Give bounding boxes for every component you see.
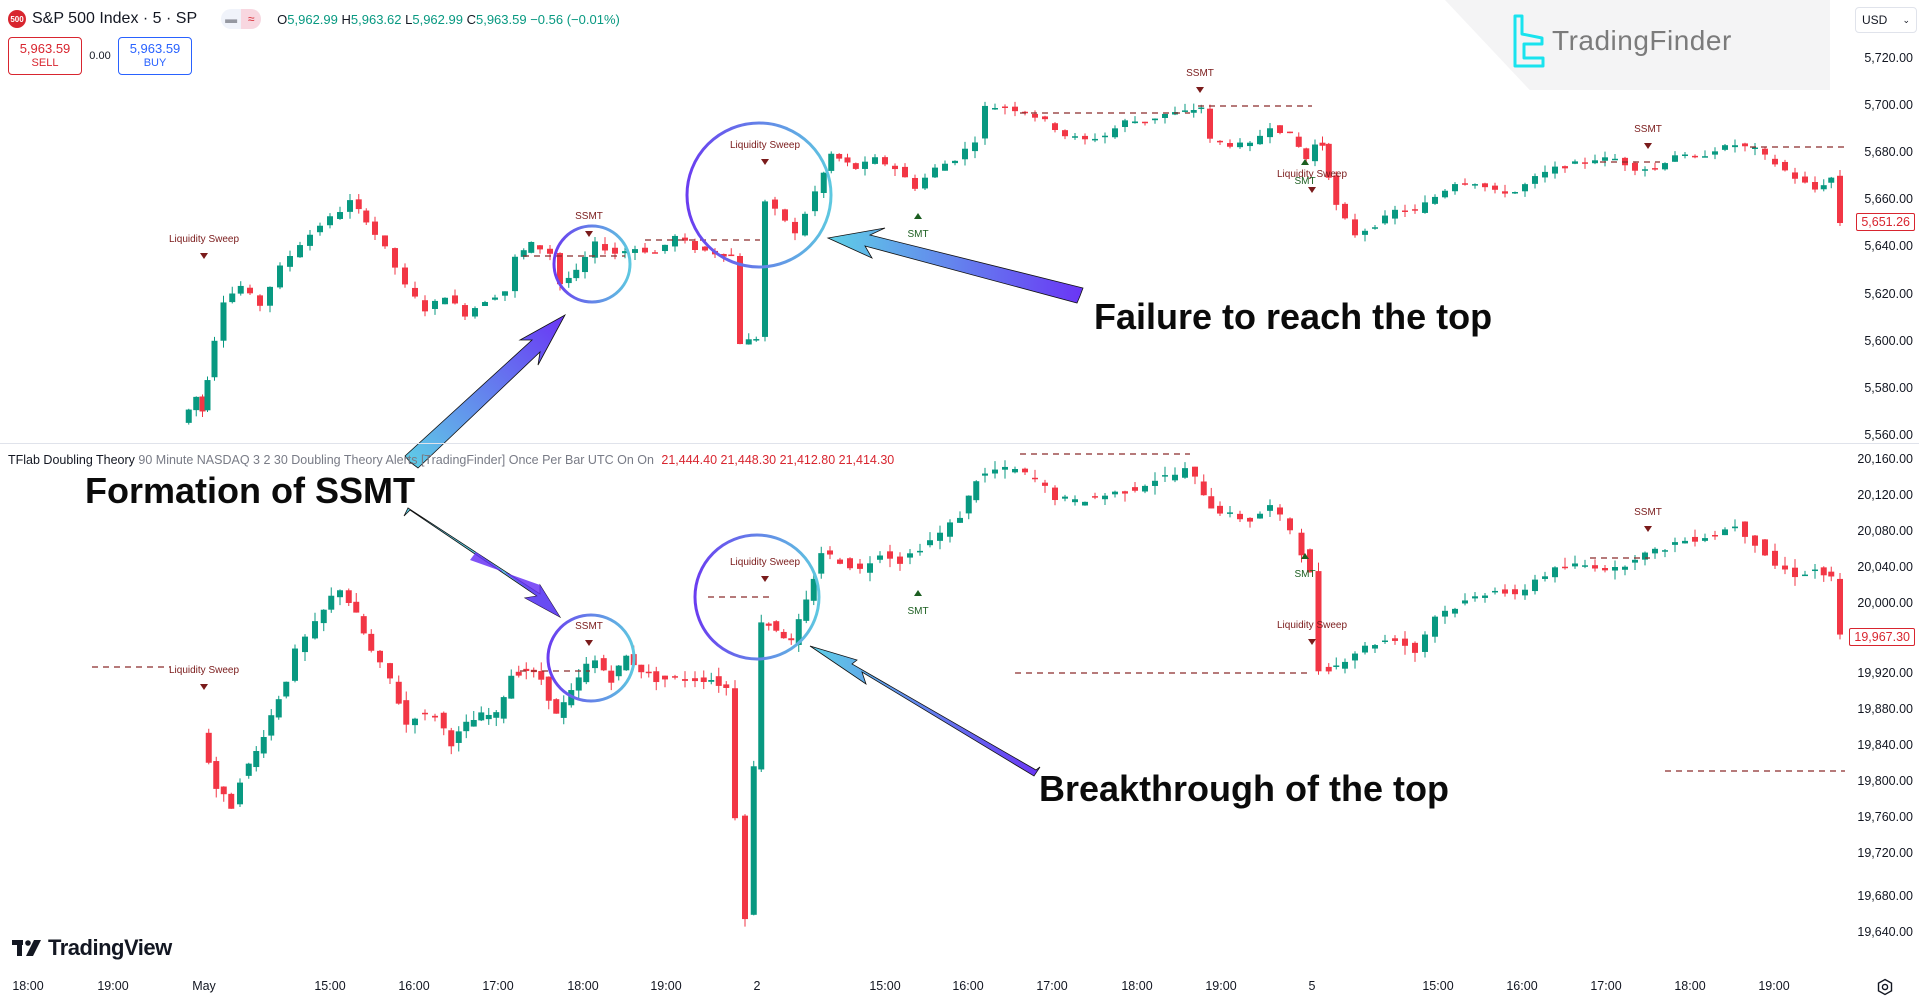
ohlc-values: O5,962.99 H5,963.62 L5,962.99 C5,963.59 … — [277, 11, 620, 27]
signal-ssmt: SSMT — [1634, 507, 1662, 518]
axis-label: 20,160.00 — [1857, 452, 1913, 466]
time-label: 18:00 — [12, 979, 44, 993]
axis-label: 19,800.00 — [1857, 774, 1913, 788]
signal-smt: SMT — [907, 229, 929, 240]
time-label: 18:00 — [1121, 979, 1153, 993]
visibility-toggle[interactable]: ▬ ≈ — [221, 9, 262, 29]
time-label: 15:00 — [314, 979, 346, 993]
arrow-failure-icon — [826, 227, 1084, 304]
last-price-tag-top: 5,651.26 — [1856, 213, 1915, 231]
axis-label: 19,920.00 — [1857, 666, 1913, 680]
axis-label: 5,560.00 — [1864, 428, 1913, 442]
sell-button[interactable]: 5,963.59 SELL — [8, 37, 82, 75]
axis-label: 5,580.00 — [1864, 381, 1913, 395]
signal-liquidity-sweep: Liquidity Sweep — [1276, 620, 1348, 631]
signal-ssmt: SSMT — [575, 621, 603, 632]
time-label: 16:00 — [1506, 979, 1538, 993]
arrow-formation-up-icon — [404, 313, 567, 469]
bottom-level-lines — [92, 453, 1845, 772]
ssmt-circle-top — [552, 224, 632, 304]
time-label: May — [192, 979, 216, 993]
tradingview-icon — [12, 940, 41, 956]
signal-ssmt: SSMT — [575, 211, 603, 222]
signal-ssmt: SSMT — [1634, 124, 1662, 135]
axis-label: 5,680.00 — [1864, 145, 1913, 159]
axis-label: 5,640.00 — [1864, 239, 1913, 253]
buy-button[interactable]: 5,963.59 BUY — [118, 37, 192, 75]
time-label: 17:00 — [1590, 979, 1622, 993]
time-label: 18:00 — [567, 979, 599, 993]
currency-select[interactable]: USD ⌄ — [1855, 7, 1917, 33]
axis-label: 5,700.00 — [1864, 98, 1913, 112]
axis-label: 5,660.00 — [1864, 192, 1913, 206]
collapse-icon[interactable]: ▬ — [225, 12, 238, 26]
callout-failure: Failure to reach the top — [1094, 296, 1493, 337]
time-label: 5 — [1308, 979, 1316, 993]
top-pane-candles — [185, 101, 1843, 425]
axis-label: 5,620.00 — [1864, 287, 1913, 301]
axis-label: 19,640.00 — [1857, 925, 1913, 939]
signal-smt: SMT — [1294, 569, 1316, 580]
time-label: 19:00 — [1758, 979, 1790, 993]
axis-label: 19,880.00 — [1857, 702, 1913, 716]
time-label: 2 — [753, 979, 761, 993]
time-label: 19:00 — [1205, 979, 1237, 993]
axis-label: 20,000.00 — [1857, 596, 1913, 610]
arrow-formation-down-icon — [403, 507, 562, 619]
axis-label: 19,680.00 — [1857, 889, 1913, 903]
axis-label: 19,720.00 — [1857, 846, 1913, 860]
time-label: 18:00 — [1674, 979, 1706, 993]
axis-label: 19,840.00 — [1857, 738, 1913, 752]
time-label: 15:00 — [1422, 979, 1454, 993]
settings-icon[interactable] — [1876, 978, 1894, 996]
signal-markers — [200, 87, 1652, 690]
tradingfinder-icon — [1513, 14, 1545, 68]
liquidity-sweep-circle-top — [685, 121, 833, 269]
axis-label: 5,600.00 — [1864, 334, 1913, 348]
signal-liquidity-sweep: Liquidity Sweep — [729, 140, 801, 151]
axis-label: 20,040.00 — [1857, 560, 1913, 574]
signal-liquidity-sweep: Liquidity Sweep — [168, 665, 240, 676]
trade-buttons: 5,963.59 SELL 0.00 5,963.59 BUY — [8, 37, 192, 75]
time-label: 19:00 — [97, 979, 129, 993]
symbol-title[interactable]: S&P 500 Index · 5 · SP — [32, 10, 198, 27]
pane-divider[interactable] — [0, 443, 1919, 444]
symbol-legend: 500 S&P 500 Index · 5 · SP ▬ ≈ O5,962.99… — [8, 9, 620, 29]
signal-liquidity-sweep: Liquidity Sweep — [1276, 169, 1348, 180]
axis-label: 20,120.00 — [1857, 488, 1913, 502]
time-label: 16:00 — [398, 979, 430, 993]
chevron-down-icon: ⌄ — [1902, 14, 1910, 25]
time-label: 17:00 — [1036, 979, 1068, 993]
axis-label: 19,760.00 — [1857, 810, 1913, 824]
signal-liquidity-sweep: Liquidity Sweep — [168, 234, 240, 245]
symbol-logo-icon: 500 — [8, 10, 26, 28]
callout-formation: Formation of SSMT — [85, 470, 415, 511]
signal-smt: SMT — [1294, 176, 1316, 187]
ssmt-circle-bottom — [546, 613, 636, 703]
signal-smt: SMT — [907, 606, 929, 617]
indicator-legend[interactable]: TFlab Doubling Theory 90 Minute NASDAQ 3… — [8, 453, 895, 467]
signal-ssmt: SSMT — [1186, 68, 1214, 79]
signal-liquidity-sweep: Liquidity Sweep — [729, 557, 801, 568]
callout-breakthrough: Breakthrough of the top — [1039, 768, 1449, 809]
bottom-pane-candles — [205, 460, 1843, 927]
time-label: 15:00 — [869, 979, 901, 993]
last-price-tag-bottom: 19,967.30 — [1849, 628, 1915, 646]
wave-icon[interactable]: ≈ — [241, 9, 262, 29]
tradingview-logo[interactable]: TradingView — [12, 935, 172, 961]
time-label: 17:00 — [482, 979, 514, 993]
liquidity-sweep-circle-bottom — [693, 533, 821, 661]
tradingfinder-logo: TradingFinder — [1512, 14, 1732, 68]
time-label: 19:00 — [650, 979, 682, 993]
time-label: 16:00 — [952, 979, 984, 993]
arrow-breakthrough-icon — [809, 645, 1041, 777]
axis-label: 20,080.00 — [1857, 524, 1913, 538]
axis-label: 5,720.00 — [1864, 51, 1913, 65]
spread-value: 0.00 — [89, 50, 111, 62]
